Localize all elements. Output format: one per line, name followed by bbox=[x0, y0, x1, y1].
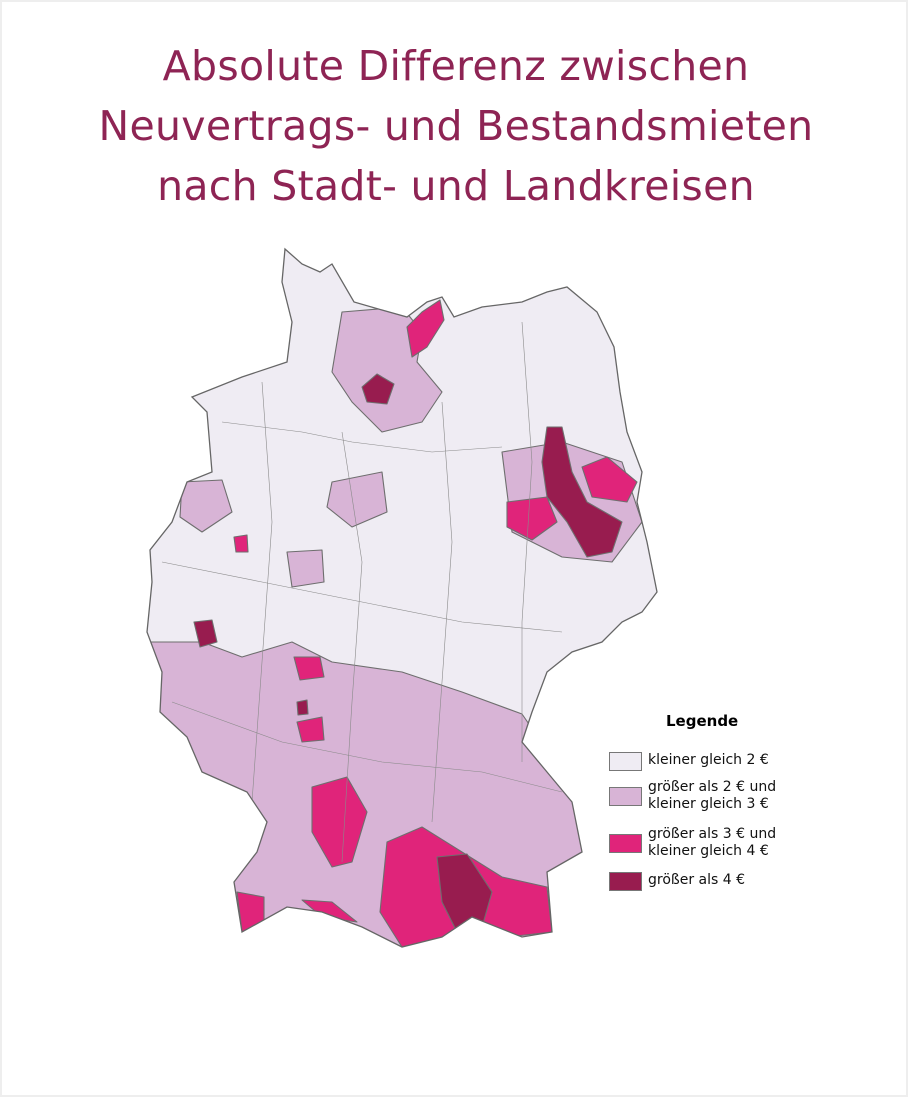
region bbox=[286, 549, 325, 588]
region bbox=[506, 496, 558, 541]
region bbox=[233, 534, 249, 553]
legend-label-line: größer als 2 € und bbox=[648, 779, 777, 795]
region bbox=[581, 456, 638, 503]
title-line: Neuvertrags- und Bestandsmieten bbox=[98, 102, 814, 150]
region bbox=[326, 471, 388, 528]
region bbox=[179, 479, 233, 533]
legend-swatch bbox=[609, 834, 642, 853]
legend-swatch bbox=[609, 752, 642, 771]
legend-title: Legende bbox=[666, 712, 739, 730]
region bbox=[361, 373, 395, 405]
legend-label-line: kleiner gleich 2 € bbox=[648, 752, 769, 768]
region bbox=[293, 656, 325, 681]
region bbox=[296, 716, 325, 743]
region bbox=[541, 426, 623, 558]
title-line: Absolute Differenz zwischen bbox=[162, 42, 750, 90]
country-outline bbox=[146, 247, 658, 948]
legend-swatch bbox=[609, 872, 642, 891]
legend-label-line: kleiner gleich 4 € bbox=[648, 843, 769, 859]
legend-swatch bbox=[609, 787, 642, 806]
legend-label: kleiner gleich 2 € bbox=[648, 752, 769, 769]
region bbox=[406, 299, 445, 358]
map-regions bbox=[147, 249, 657, 947]
legend-label-line: größer als 3 € und bbox=[648, 826, 777, 842]
legend-label: größer als 2 € und kleiner gleich 3 € bbox=[648, 779, 776, 813]
title-line: nach Stadt- und Landkreisen bbox=[157, 162, 755, 210]
legend-label: größer als 4 € bbox=[648, 872, 745, 889]
legend-label-line: größer als 4 € bbox=[648, 872, 746, 888]
legend-label: größer als 3 € und kleiner gleich 4 € bbox=[648, 826, 776, 860]
region bbox=[193, 619, 218, 648]
region bbox=[296, 699, 309, 716]
legend-label-line: kleiner gleich 3 € bbox=[648, 796, 769, 812]
region bbox=[311, 776, 368, 868]
